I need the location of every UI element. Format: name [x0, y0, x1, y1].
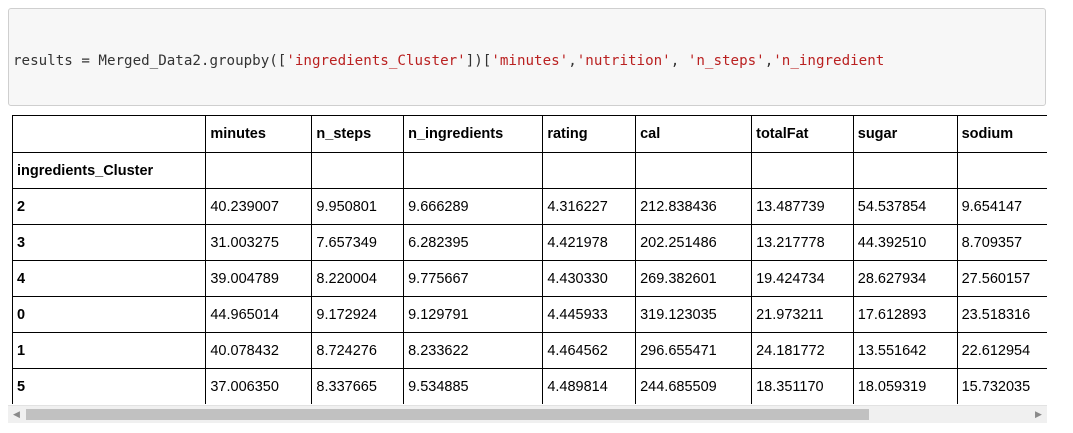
table-cell: 18.351170 — [751, 368, 854, 404]
column-header: rating — [542, 115, 637, 153]
table-row: 4 39.004789 8.220004 9.775667 4.430330 2… — [12, 260, 1047, 297]
table-cell: 44.392510 — [852, 224, 958, 261]
table-cell: 4.430330 — [542, 260, 637, 297]
table-cell: 13.487739 — [751, 188, 854, 225]
table-cell: 39.004789 — [205, 260, 313, 297]
code-token: , — [764, 53, 774, 69]
table-cell: 54.537854 — [852, 188, 958, 225]
column-header: sodium — [956, 115, 1047, 153]
table-cell: 27.560157 — [956, 260, 1047, 297]
row-index: 1 — [12, 332, 207, 369]
code-string: 'n_ingredient — [773, 53, 885, 69]
table-cell: 4.421978 — [542, 224, 637, 261]
table-cell: 9.950801 — [311, 188, 405, 225]
row-index: 0 — [12, 296, 207, 333]
row-index: 4 — [12, 260, 207, 297]
table-cell: 8.220004 — [311, 260, 405, 297]
column-header: n_ingredients — [403, 115, 544, 153]
row-index: 5 — [12, 368, 207, 404]
table-cell: 9.666289 — [403, 188, 544, 225]
column-header: sugar — [852, 115, 958, 153]
dataframe-table: minutes n_steps n_ingredients rating cal… — [12, 115, 1047, 404]
scrollbar-thumb[interactable] — [26, 409, 869, 420]
index-name-row: ingredients_Cluster — [12, 152, 1047, 189]
table-cell: 296.655471 — [635, 332, 753, 369]
table-cell: 9.775667 — [403, 260, 544, 297]
horizontal-scrollbar[interactable]: ◀ ▶ — [8, 405, 1047, 423]
column-header: minutes — [205, 115, 313, 153]
table-cell: 37.006350 — [205, 368, 313, 404]
table-cell: 17.612893 — [852, 296, 958, 333]
index-name: ingredients_Cluster — [12, 152, 207, 189]
table-cell: 44.965014 — [205, 296, 313, 333]
table-row: 0 44.965014 9.172924 9.129791 4.445933 3… — [12, 296, 1047, 333]
table-cell: 6.282395 — [403, 224, 544, 261]
table-cell: 24.181772 — [751, 332, 854, 369]
table-cell: 13.217778 — [751, 224, 854, 261]
row-index: 2 — [12, 188, 207, 225]
table-cell: 212.838436 — [635, 188, 753, 225]
table-row: 3 31.003275 7.657349 6.282395 4.421978 2… — [12, 224, 1047, 261]
code-string: 'nutrition' — [576, 53, 671, 69]
column-header: totalFat — [751, 115, 854, 153]
table-cell: 7.657349 — [311, 224, 405, 261]
table-cell: 9.172924 — [311, 296, 405, 333]
header-row: minutes n_steps n_ingredients rating cal… — [12, 115, 1047, 153]
table-cell: 8.337665 — [311, 368, 405, 404]
code-string: 'ingredients_Cluster' — [286, 53, 466, 69]
table-cell: 22.612954 — [956, 332, 1047, 369]
table-cell: 9.129791 — [403, 296, 544, 333]
table-cell: 202.251486 — [635, 224, 753, 261]
code-cell[interactable]: results = Merged_Data2.groupby(['ingredi… — [8, 8, 1046, 106]
scroll-right-arrow-icon[interactable]: ▶ — [1035, 409, 1042, 420]
table-cell: 319.123035 — [635, 296, 753, 333]
table-cell: 244.685509 — [635, 368, 753, 404]
code-string: 'n_steps' — [687, 53, 765, 69]
table-cell: 8.724276 — [311, 332, 405, 369]
table-row: 2 40.239007 9.950801 9.666289 4.316227 2… — [12, 188, 1047, 225]
table-cell: 23.518316 — [956, 296, 1047, 333]
output-area: minutes n_steps n_ingredients rating cal… — [12, 115, 1047, 404]
table-cell: 28.627934 — [852, 260, 958, 297]
code-token: results = Merged_Data2.groupby([ — [13, 53, 287, 69]
code-token: , — [670, 53, 688, 69]
code-string: 'minutes' — [491, 53, 569, 69]
table-cell: 4.489814 — [542, 368, 637, 404]
table-cell: 18.059319 — [852, 368, 958, 404]
scroll-left-arrow-icon[interactable]: ◀ — [13, 409, 20, 420]
table-cell: 9.534885 — [403, 368, 544, 404]
code-line-1: results = Merged_Data2.groupby(['ingredi… — [13, 52, 1041, 70]
table-cell: 8.709357 — [956, 224, 1047, 261]
table-cell: 4.316227 — [542, 188, 637, 225]
table-cell: 4.445933 — [542, 296, 637, 333]
table-cell: 9.654147 — [956, 188, 1047, 225]
table-cell: 15.732035 — [956, 368, 1047, 404]
code-token: , — [568, 53, 577, 69]
table-row: 1 40.078432 8.724276 8.233622 4.464562 2… — [12, 332, 1047, 369]
table-cell: 40.239007 — [205, 188, 313, 225]
table-cell: 13.551642 — [852, 332, 958, 369]
column-header: cal — [635, 115, 753, 153]
table-cell: 31.003275 — [205, 224, 313, 261]
table-cell: 4.464562 — [542, 332, 637, 369]
table-cell: 269.382601 — [635, 260, 753, 297]
row-index: 3 — [12, 224, 207, 261]
column-header: n_steps — [311, 115, 405, 153]
table-cell: 21.973211 — [751, 296, 854, 333]
corner-cell — [12, 115, 207, 153]
code-token: ])[ — [465, 53, 492, 69]
table-cell: 19.424734 — [751, 260, 854, 297]
table-row: 5 37.006350 8.337665 9.534885 4.489814 2… — [12, 368, 1047, 404]
table-cell: 8.233622 — [403, 332, 544, 369]
table-cell: 40.078432 — [205, 332, 313, 369]
